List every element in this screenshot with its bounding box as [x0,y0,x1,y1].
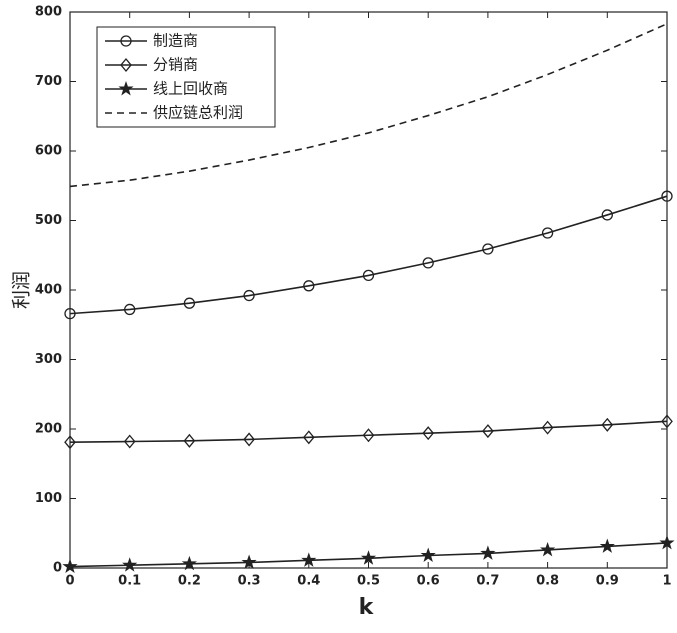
x-tick-label: 0.6 [417,574,440,589]
x-tick-label: 0.4 [297,574,320,589]
data-point [661,190,673,202]
y-tick-label: 0 [53,561,62,576]
data-point [422,257,434,269]
y-tick-label: 100 [35,491,62,506]
x-tick-label: 0.7 [476,574,499,589]
x-tick-label: 0 [65,574,74,589]
data-point [122,557,138,572]
data-point [241,554,257,569]
data-point [541,227,554,239]
y-tick-label: 800 [35,5,62,20]
data-point [482,424,494,439]
series-line [69,195,668,315]
data-point [541,420,554,435]
data-point [482,243,494,255]
data-point [599,538,615,553]
legend-label: 制造商 [153,32,198,50]
y-axis-label: 利润 [11,271,33,309]
data-point [124,303,136,316]
legend-label: 供应链总利润 [153,104,243,122]
y-tick-label: 200 [35,422,62,437]
data-point [661,414,673,429]
data-point [183,297,196,309]
data-point [243,289,255,302]
data-point [243,432,255,447]
data-point [183,433,196,448]
data-point [360,550,377,565]
legend-marker [118,81,134,96]
data-point [601,417,614,432]
x-tick-label: 0.2 [178,574,201,589]
x-tick-label: 0.1 [118,574,141,589]
data-point [422,426,435,441]
y-tick-label: 300 [35,352,62,367]
data-point [362,269,375,282]
data-point [181,555,197,571]
data-point [659,534,675,550]
x-axis-label: k [359,595,375,620]
data-point [420,547,436,562]
legend-label: 线上回收商 [153,80,228,98]
legend-marker [120,35,132,47]
data-point [540,541,556,557]
y-tick-label: 700 [35,74,62,89]
y-tick-label: 400 [35,283,62,298]
x-tick-label: 0.3 [238,574,261,589]
data-point [301,552,317,567]
x-tick-label: 1 [662,574,671,589]
data-point [303,280,315,292]
y-tick-label: 600 [35,144,62,159]
data-point [64,307,76,320]
data-point [362,428,375,443]
x-tick-label: 0.5 [357,574,380,589]
x-tick-label: 0.9 [596,574,619,589]
data-point [123,434,136,449]
legend-marker [120,57,132,73]
legend-label: 分销商 [153,56,198,74]
data-point [601,209,613,221]
data-point [62,558,78,574]
data-point [302,430,315,445]
series-line [69,420,668,444]
x-tick-label: 0.8 [536,574,559,589]
series-line [69,23,668,188]
legend-box [96,26,276,128]
y-tick-label: 500 [35,213,62,228]
data-point [480,545,496,560]
data-point [64,435,76,450]
